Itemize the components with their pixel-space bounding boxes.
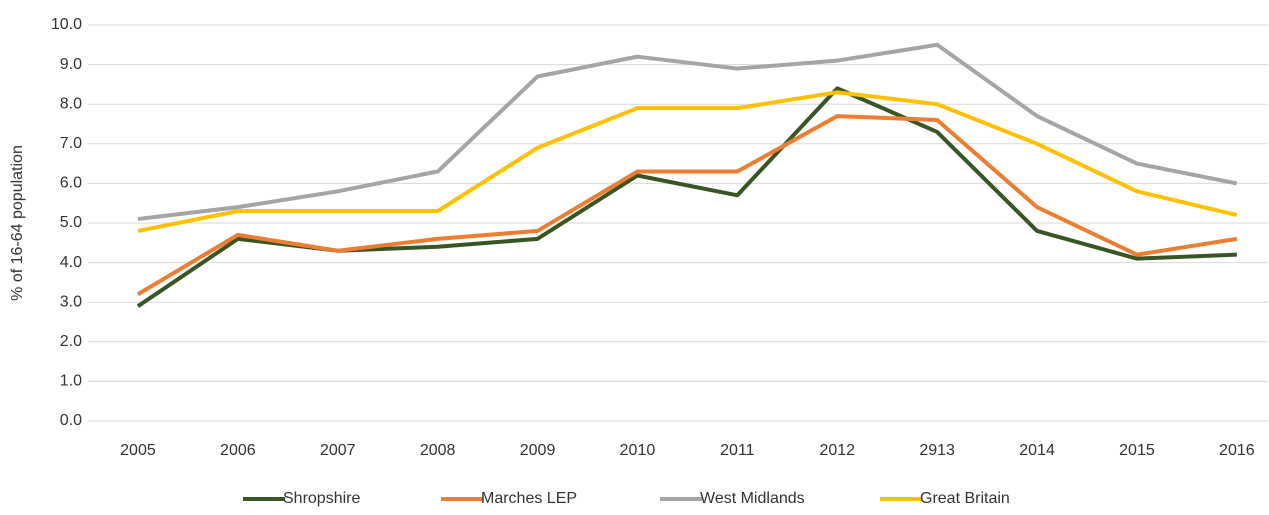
line: [137, 42, 1238, 222]
line: [137, 90, 1238, 233]
y-tick-label: 5.0: [60, 214, 82, 231]
y-tick-label: 7.0: [60, 135, 82, 152]
legend-label: Great Britain: [920, 490, 1010, 507]
x-tick-label: 2008: [420, 442, 456, 459]
y-tick-label: 4.0: [60, 254, 82, 271]
x-tick-label: 2007: [320, 442, 356, 459]
y-tick-label: 3.0: [60, 293, 82, 310]
legend-label: Shropshire: [283, 490, 360, 507]
y-tick-label: 9.0: [60, 56, 82, 73]
y-tick-label: 6.0: [60, 175, 82, 192]
x-tick-label: 2014: [1019, 442, 1055, 459]
y-tick-label: 10.0: [51, 16, 82, 33]
x-tick-label: 2006: [220, 442, 256, 459]
x-tick-label: 2016: [1219, 442, 1255, 459]
x-tick-label: 2011: [720, 442, 755, 459]
x-tick-label: 2005: [120, 442, 156, 459]
legend-label: Marches LEP: [481, 490, 577, 507]
x-tick-label: 2012: [819, 442, 855, 459]
line: [136, 114, 1238, 296]
legend-label: West Midlands: [700, 490, 805, 507]
x-tick-label: 2913: [919, 442, 955, 459]
x-tick-label: 2010: [620, 442, 656, 459]
x-tick-label: 2015: [1119, 442, 1155, 459]
y-tick-label: 8.0: [60, 95, 82, 112]
x-tick-label: 2009: [520, 442, 556, 459]
y-tick-label: 2.0: [60, 333, 82, 350]
y-axis-label: % of 16-64 population: [9, 145, 26, 301]
y-tick-label: 0.0: [60, 412, 82, 429]
y-tick-label: 1.0: [60, 373, 82, 390]
